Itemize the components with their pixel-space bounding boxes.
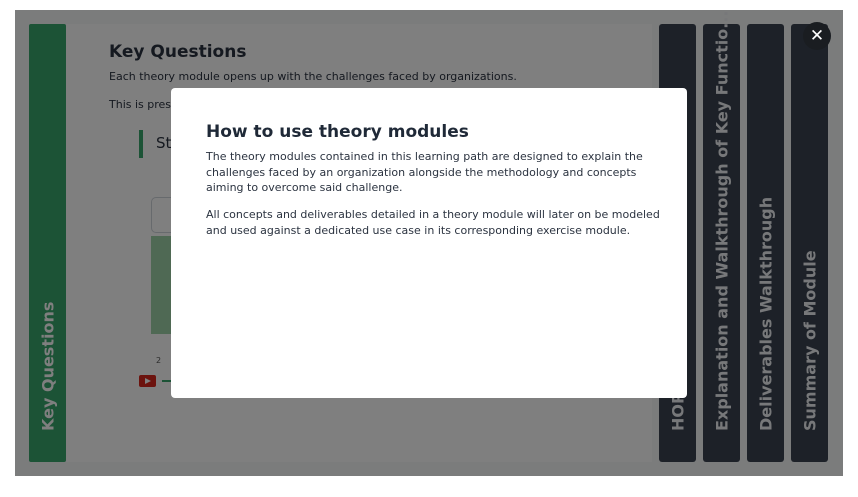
modal-paragraph-2: All concepts and deliverables detailed i… xyxy=(206,208,660,237)
close-icon: ✕ xyxy=(809,26,825,46)
close-button[interactable]: ✕ xyxy=(803,22,831,50)
modal-title: How to use theory modules xyxy=(206,122,469,142)
info-modal: How to use theory modules The theory mod… xyxy=(171,88,687,398)
modal-paragraph-1: The theory modules contained in this lea… xyxy=(206,150,643,194)
